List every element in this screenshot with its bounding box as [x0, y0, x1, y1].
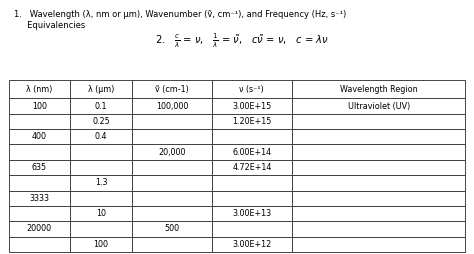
Text: 3.00E+13: 3.00E+13 — [232, 209, 272, 218]
Bar — [292, 129, 465, 145]
Bar — [9, 145, 70, 160]
Bar — [212, 175, 292, 190]
Bar — [132, 221, 212, 237]
Bar — [212, 145, 292, 160]
Text: 4.72E+14: 4.72E+14 — [232, 163, 272, 172]
Bar — [70, 129, 132, 145]
Bar — [212, 237, 292, 252]
Bar — [70, 190, 132, 206]
Bar — [212, 206, 292, 221]
Bar — [132, 145, 212, 160]
Bar — [132, 190, 212, 206]
Bar — [9, 98, 70, 114]
Bar — [70, 98, 132, 114]
Bar — [132, 175, 212, 190]
Text: 635: 635 — [32, 163, 47, 172]
Bar — [292, 221, 465, 237]
Text: Ultraviolet (UV): Ultraviolet (UV) — [347, 102, 410, 110]
Text: 20,000: 20,000 — [158, 148, 186, 157]
Bar — [9, 160, 70, 175]
Bar — [292, 160, 465, 175]
Bar — [70, 237, 132, 252]
Text: λ (μm): λ (μm) — [88, 85, 114, 94]
Bar — [9, 190, 70, 206]
Bar — [292, 206, 465, 221]
Bar — [132, 98, 212, 114]
Bar — [9, 237, 70, 252]
Bar — [212, 129, 292, 145]
Bar — [70, 114, 132, 129]
Bar — [70, 221, 132, 237]
Bar — [132, 129, 212, 145]
Text: 2.   $\frac{c}{\lambda}$ = $\nu$,   $\frac{1}{\lambda}$ = $\tilde{\nu}$,   $c\ti: 2. $\frac{c}{\lambda}$ = $\nu$, $\frac{1… — [155, 32, 329, 50]
Bar — [292, 98, 465, 114]
Bar — [212, 98, 292, 114]
Bar — [212, 80, 292, 98]
Bar — [292, 237, 465, 252]
Bar — [70, 160, 132, 175]
Text: Wavelength Region: Wavelength Region — [340, 85, 418, 94]
Bar — [132, 80, 212, 98]
Bar — [132, 160, 212, 175]
Text: 100: 100 — [32, 102, 47, 110]
Text: 3.00E+12: 3.00E+12 — [232, 240, 272, 249]
Bar — [70, 145, 132, 160]
Bar — [9, 80, 70, 98]
Bar — [292, 190, 465, 206]
Bar — [9, 114, 70, 129]
Text: 100,000: 100,000 — [155, 102, 188, 110]
Text: 100: 100 — [93, 240, 109, 249]
Text: 6.00E+14: 6.00E+14 — [232, 148, 272, 157]
Bar — [70, 206, 132, 221]
Bar — [292, 114, 465, 129]
Text: λ (nm): λ (nm) — [26, 85, 53, 94]
Bar — [212, 114, 292, 129]
Bar — [212, 221, 292, 237]
Text: ν (s⁻¹): ν (s⁻¹) — [239, 85, 264, 94]
Text: 1.   Wavelength (λ, nm or μm), Wavenumber (ṽ, cm⁻¹), and Frequency (Hz, s⁻¹): 1. Wavelength (λ, nm or μm), Wavenumber … — [14, 10, 346, 19]
Bar — [70, 80, 132, 98]
Bar — [292, 175, 465, 190]
Text: Equivalencies: Equivalencies — [14, 21, 85, 30]
Text: ṽ (cm-1): ṽ (cm-1) — [155, 85, 189, 94]
Bar — [9, 175, 70, 190]
Text: 500: 500 — [164, 225, 180, 233]
Bar — [292, 145, 465, 160]
Text: 1.3: 1.3 — [95, 178, 107, 187]
Text: 10: 10 — [96, 209, 106, 218]
Text: 400: 400 — [32, 132, 47, 141]
Text: 3.00E+15: 3.00E+15 — [232, 102, 272, 110]
Text: 0.1: 0.1 — [95, 102, 107, 110]
Text: 0.25: 0.25 — [92, 117, 110, 126]
Text: 20000: 20000 — [27, 225, 52, 233]
Text: 1.20E+15: 1.20E+15 — [232, 117, 272, 126]
Bar — [292, 80, 465, 98]
Bar — [132, 114, 212, 129]
Bar — [212, 190, 292, 206]
Bar — [132, 237, 212, 252]
Text: 0.4: 0.4 — [95, 132, 107, 141]
Bar — [9, 221, 70, 237]
Bar — [9, 206, 70, 221]
Bar — [132, 206, 212, 221]
Text: 3333: 3333 — [29, 194, 49, 203]
Bar — [70, 175, 132, 190]
Bar — [9, 129, 70, 145]
Bar — [212, 160, 292, 175]
